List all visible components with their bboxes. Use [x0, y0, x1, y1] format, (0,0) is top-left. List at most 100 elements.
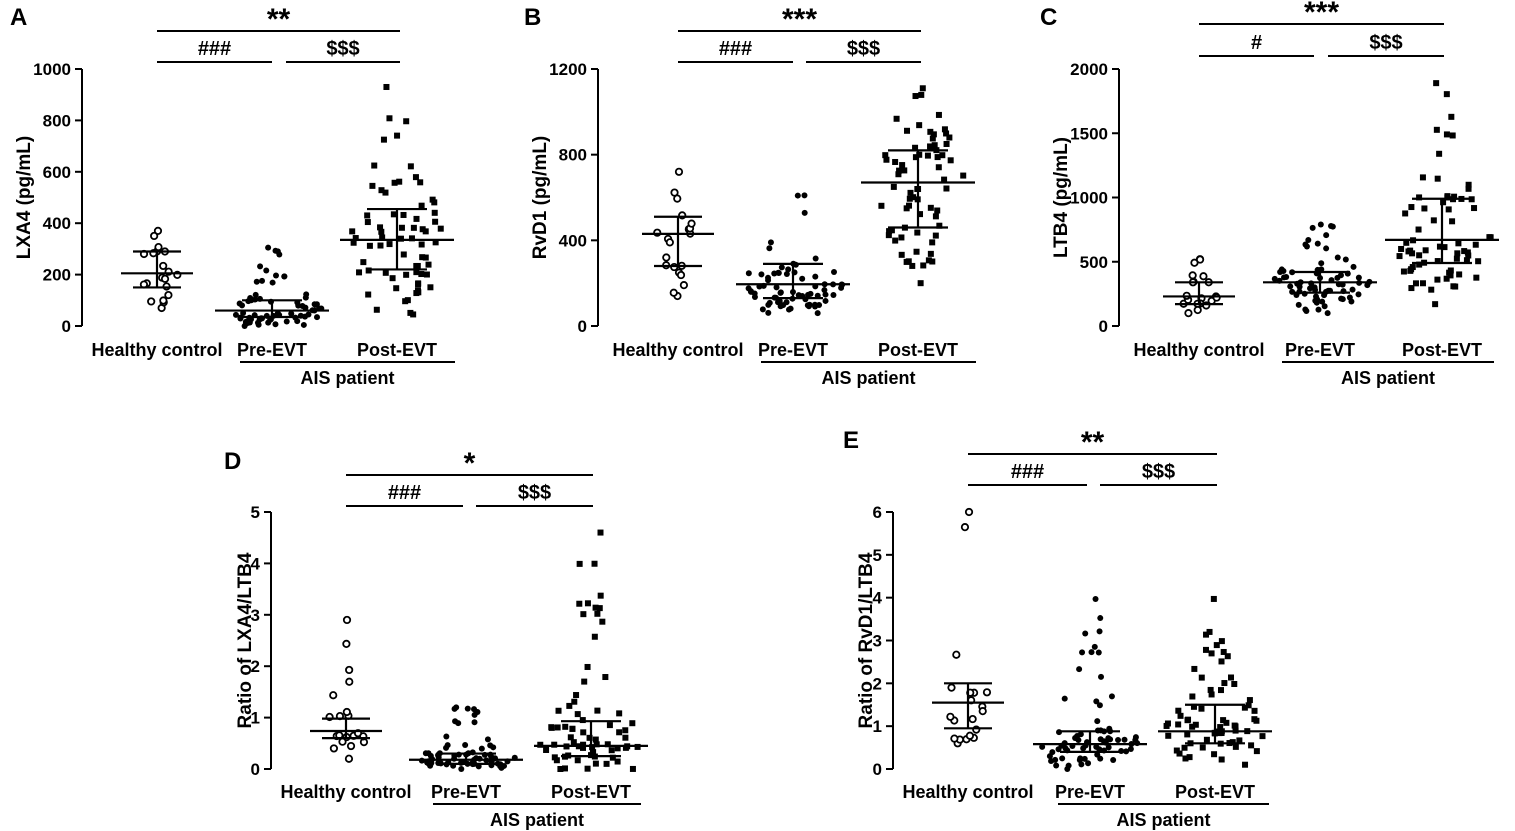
data-point — [345, 677, 354, 686]
significance-label: ### — [388, 482, 421, 504]
data-point — [1190, 703, 1197, 710]
data-point — [777, 289, 784, 296]
y-tick-label: 600 — [43, 163, 71, 182]
data-point — [767, 239, 774, 246]
data-point — [1094, 751, 1101, 758]
data-point — [614, 758, 621, 765]
data-point — [960, 172, 967, 179]
data-point — [669, 288, 678, 297]
data-point — [573, 692, 580, 699]
data-point — [1364, 282, 1371, 289]
data-point — [1229, 739, 1236, 746]
panel-letter: A — [10, 4, 27, 31]
data-point — [345, 665, 354, 675]
data-point — [302, 294, 309, 301]
data-point — [432, 239, 439, 246]
data-point — [356, 269, 363, 276]
data-point — [1224, 653, 1231, 660]
data-point — [929, 239, 936, 246]
data-point — [592, 760, 599, 767]
data-point — [557, 766, 564, 772]
data-point — [1314, 240, 1321, 247]
data-point — [1198, 705, 1205, 712]
data-point — [380, 136, 387, 143]
series-0 — [310, 615, 382, 763]
data-point — [407, 309, 414, 316]
category-label: Post-EVT — [878, 340, 958, 360]
data-point — [801, 209, 808, 216]
category-label: Post-EVT — [1175, 782, 1255, 802]
significance-label: ** — [267, 3, 291, 36]
data-point — [263, 267, 270, 274]
data-point — [403, 271, 410, 278]
data-point — [1232, 743, 1239, 750]
data-point — [1443, 275, 1450, 282]
data-point — [1416, 194, 1423, 201]
data-point — [329, 691, 338, 700]
y-tick-label: 0 — [578, 317, 587, 336]
data-point — [1189, 693, 1196, 700]
data-point — [419, 226, 426, 233]
data-point — [1132, 734, 1139, 741]
data-point — [342, 639, 351, 649]
data-point — [1436, 150, 1443, 157]
data-point — [898, 234, 905, 241]
data-point — [932, 232, 939, 239]
data-point — [1350, 263, 1357, 270]
data-point — [1208, 650, 1215, 657]
data-point — [603, 760, 610, 767]
series-0 — [932, 507, 1004, 748]
data-point — [1408, 285, 1415, 292]
data-point — [418, 271, 425, 278]
data-point — [687, 219, 696, 228]
data-point — [812, 255, 819, 262]
data-point — [1441, 244, 1448, 251]
data-point — [773, 284, 780, 291]
data-point — [283, 318, 290, 325]
data-point — [910, 194, 917, 201]
significance-label: $$$ — [847, 38, 880, 60]
data-point — [1231, 680, 1238, 687]
data-point — [590, 749, 597, 756]
data-point — [383, 83, 390, 90]
data-point — [614, 745, 621, 752]
group-label: AIS patient — [1341, 368, 1435, 388]
series-0 — [121, 226, 193, 313]
data-point — [431, 209, 438, 216]
data-point — [1175, 721, 1182, 728]
data-point — [888, 227, 895, 234]
data-point — [239, 302, 246, 309]
data-point — [982, 688, 992, 697]
data-point — [812, 273, 819, 280]
data-point — [812, 303, 819, 310]
data-point — [1184, 309, 1193, 318]
significance-label: ### — [719, 38, 752, 60]
data-point — [952, 650, 961, 659]
data-point — [1193, 305, 1202, 315]
data-point — [968, 714, 977, 724]
data-point — [1311, 284, 1318, 291]
data-point — [947, 157, 954, 164]
data-point — [1251, 716, 1258, 723]
y-tick-label: 0 — [1099, 317, 1108, 336]
data-point — [1465, 181, 1472, 188]
data-point — [918, 91, 925, 98]
data-point — [883, 156, 890, 163]
data-point — [314, 314, 321, 321]
y-axis-label: Ratio of LXA4/LTB4 — [235, 552, 256, 728]
data-point — [580, 744, 587, 751]
data-point — [1405, 248, 1412, 255]
category-label: Healthy control — [1133, 340, 1264, 360]
y-tick-label: 800 — [559, 146, 587, 165]
data-point — [916, 122, 923, 129]
data-point — [927, 204, 934, 211]
data-point — [484, 736, 491, 743]
data-point — [1473, 274, 1480, 281]
data-point — [1465, 185, 1472, 192]
data-point — [932, 213, 939, 220]
data-point — [478, 745, 485, 752]
significance-label: *** — [1304, 0, 1339, 29]
panel-b: B 0 400 800 1200 RvD1 (pg/mL) Healthy control P… — [524, 3, 976, 388]
data-point — [579, 717, 586, 724]
data-point — [978, 707, 987, 716]
